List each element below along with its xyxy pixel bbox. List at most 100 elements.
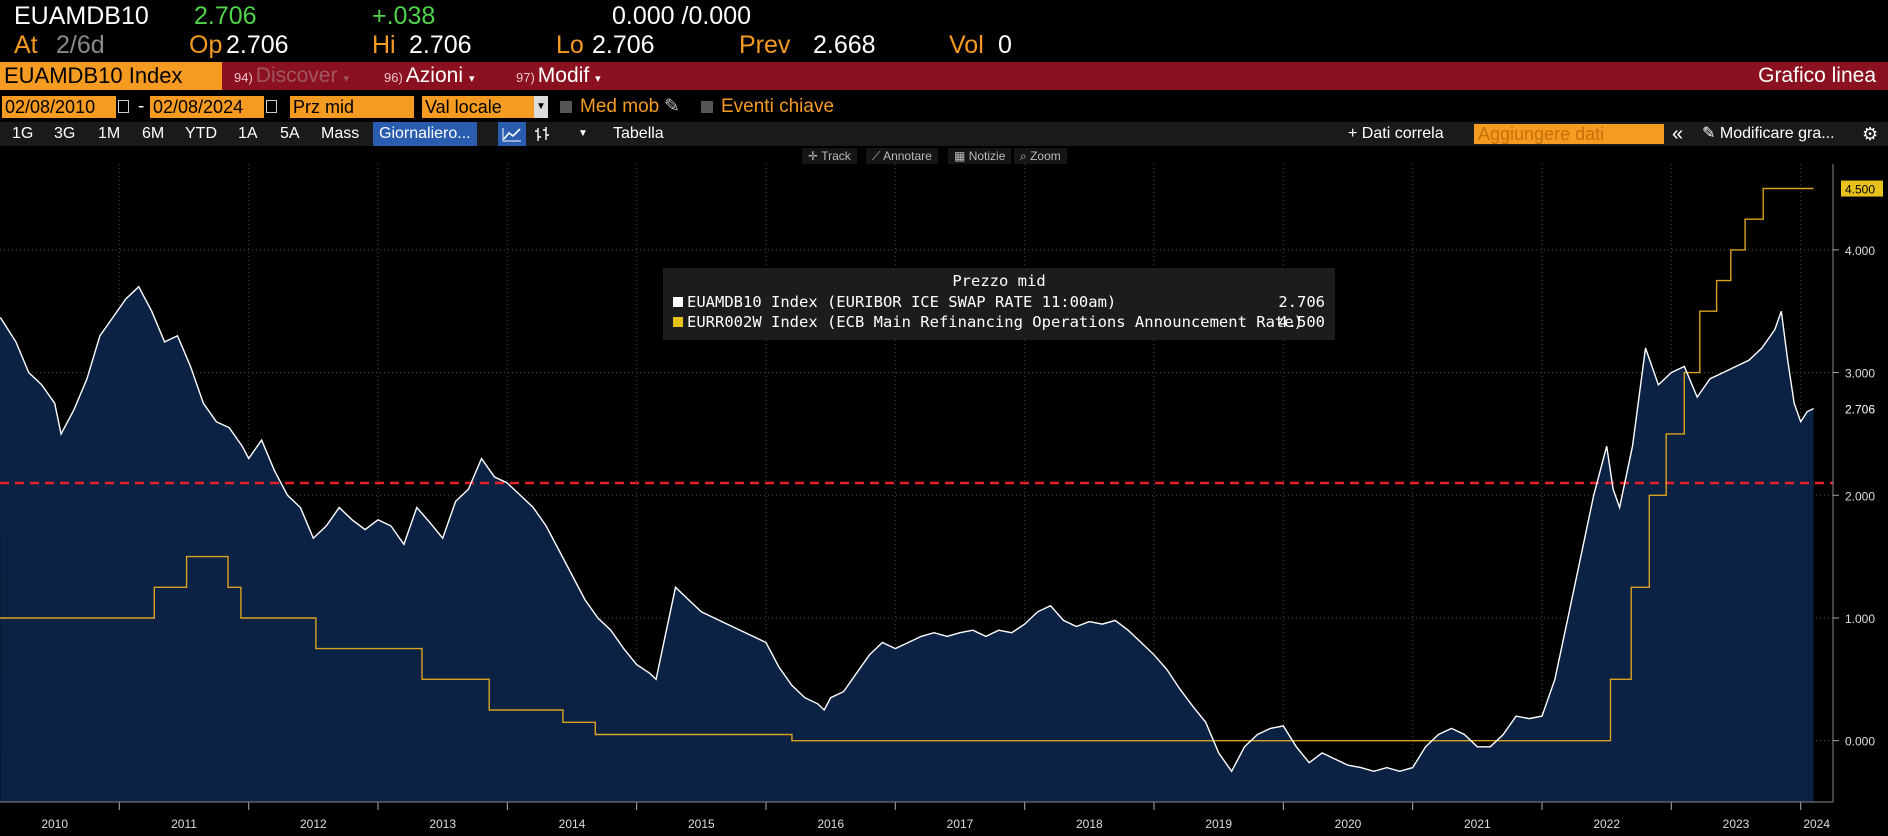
x-tick-label: 2017	[947, 817, 974, 831]
x-tick-label: 2018	[1076, 817, 1103, 831]
high-label: Hi	[372, 31, 396, 59]
swap-last-value-label: 2.706	[1845, 403, 1875, 417]
currency-select[interactable]: Val locale	[422, 96, 534, 118]
high-value: 2.706	[409, 31, 472, 59]
x-tick-label: 2011	[171, 817, 197, 831]
zoom-tool[interactable]: ⌕ Zoom	[1014, 148, 1067, 164]
chart-legend: Prezzo mid EUAMDB10 Index (EURIBOR ICE S…	[663, 268, 1335, 340]
x-tick-label: 2024	[1803, 817, 1830, 831]
chevron-down-icon: ▾	[595, 73, 601, 85]
track-tool[interactable]: ✛ Track	[802, 148, 857, 164]
open-label: Op	[189, 31, 223, 59]
chevron-down-icon[interactable]: ▼	[534, 96, 548, 118]
quote-header: EUAMDB10 2.706 +.038 0.000 /0.000 At 2/6…	[0, 0, 1888, 62]
period-1m[interactable]: 1M	[98, 125, 121, 142]
news-tool[interactable]: ▦ Notizie	[948, 148, 1012, 164]
frequency-select[interactable]: Giornaliero...	[373, 122, 477, 146]
period-ytd[interactable]: YTD	[185, 125, 217, 142]
x-tick-label: 2020	[1335, 817, 1362, 831]
security-field[interactable]: EUAMDB10 Index	[0, 62, 222, 90]
volume-label: Vol	[949, 31, 984, 59]
edit-menu-label: Modif	[537, 64, 590, 87]
magnifier-icon: ⌕	[1020, 149, 1027, 163]
legend-item-value: 2.706	[1278, 293, 1325, 311]
moving-average-checkbox[interactable]	[560, 101, 572, 113]
legend-title: Prezzo mid	[952, 272, 1046, 290]
x-tick-label: 2010	[41, 817, 68, 831]
legend-item: EURR002W Index (ECB Main Refinancing Ope…	[663, 312, 1335, 332]
moving-average-label: Med mob	[580, 96, 660, 117]
legend-item-name: EUAMDB10 Index (EURIBOR ICE SWAP RATE 11…	[687, 293, 1117, 311]
bid-ask: 0.000 /0.000	[612, 2, 752, 30]
at-value: 2/6d	[56, 31, 105, 59]
date-separator: -	[138, 96, 145, 117]
ecb-last-value-label: 4.500	[1845, 183, 1875, 197]
news-label: Notizie	[968, 149, 1006, 163]
x-tick-label: 2016	[817, 817, 844, 831]
y-tick-label: 1.000	[1845, 612, 1875, 626]
x-tick-label: 2021	[1464, 817, 1491, 831]
period-1g[interactable]: 1G	[12, 125, 34, 142]
price-field-select[interactable]: Prz mid	[290, 96, 414, 118]
chevron-down-icon[interactable]: ▼	[578, 128, 588, 139]
legend-swatch-white	[673, 297, 683, 307]
discover-menu[interactable]: 94) Discover ▾	[234, 62, 349, 90]
price-chart[interactable]: 0.000 1.000 2.000 3.000 4.000 2010 2011 2012 201…	[0, 164, 1888, 836]
at-label: At	[14, 31, 38, 59]
key-events-checkbox[interactable]	[701, 101, 713, 113]
collapse-icon[interactable]: «	[1672, 123, 1684, 145]
period-6m[interactable]: 6M	[142, 125, 165, 142]
pencil-icon[interactable]: ✎	[664, 96, 680, 117]
x-tick-label: 2015	[688, 817, 715, 831]
low-label: Lo	[556, 31, 584, 59]
news-icon: ▦	[954, 149, 966, 163]
edit-menu[interactable]: 97) Modif ▾	[516, 62, 601, 90]
y-tick-label: 3.000	[1845, 367, 1875, 381]
modify-chart-button[interactable]: ✎ Modificare gra...	[1702, 122, 1835, 146]
swap-last-value-box	[1841, 400, 1883, 417]
calendar-icon[interactable]	[118, 100, 129, 113]
table-button[interactable]: Tabella	[613, 125, 664, 142]
edit-menu-number: 97)	[516, 70, 535, 85]
start-date-field[interactable]: 02/08/2010	[2, 96, 116, 118]
actions-menu[interactable]: 96) Azioni ▾	[384, 62, 475, 90]
y-tick-label: 4.000	[1845, 244, 1875, 258]
end-date-field[interactable]: 02/08/2024	[150, 96, 264, 118]
low-value: 2.706	[592, 31, 655, 59]
bar-chart-glyph	[535, 127, 549, 141]
period-max[interactable]: Mass	[321, 125, 360, 142]
chevron-down-icon: ▾	[343, 73, 350, 85]
discover-menu-number: 94)	[234, 70, 253, 85]
legend-item-value: 4.500	[1278, 313, 1325, 331]
calendar-icon[interactable]	[266, 100, 277, 113]
x-tick-label: 2019	[1205, 817, 1232, 831]
swap-rate-line	[0, 285, 1814, 773]
y-tick-label: 2.000	[1845, 489, 1875, 503]
line-chart-icon[interactable]	[498, 122, 526, 146]
open-value: 2.706	[226, 31, 289, 59]
period-3g[interactable]: 3G	[54, 125, 76, 142]
add-data-input[interactable]: Aggiungere dati	[1474, 124, 1664, 144]
actions-menu-label: Azioni	[405, 64, 463, 87]
x-tick-label: 2022	[1593, 817, 1620, 831]
pencil-icon: ✎	[1702, 125, 1716, 142]
y-tick-label: 0.000	[1845, 735, 1875, 749]
legend-item: EUAMDB10 Index (EURIBOR ICE SWAP RATE 11…	[663, 292, 1335, 312]
gear-icon[interactable]: ⚙	[1862, 124, 1879, 144]
chart-type-title: Grafico linea	[1758, 64, 1876, 87]
chevron-down-icon: ▾	[469, 73, 475, 85]
volume-value: 0	[998, 31, 1012, 59]
bar-chart-icon[interactable]	[532, 122, 552, 146]
draw-icon: ⟋	[872, 149, 881, 163]
ecb-rate-line	[0, 187, 1814, 742]
x-tick-label: 2023	[1723, 817, 1750, 831]
period-1a[interactable]: 1A	[238, 125, 258, 142]
net-change: +.038	[372, 2, 436, 30]
x-tick-label: 2013	[429, 817, 456, 831]
annotate-tool[interactable]: ⟋ Annotare	[866, 148, 938, 164]
modify-chart-label: Modificare gra...	[1719, 125, 1835, 142]
chart-axes: 0.000 1.000 2.000 3.000 4.000 2010 2011 2012 201…	[0, 164, 1883, 831]
correlation-button[interactable]: + Dati correla	[1348, 125, 1444, 142]
period-5a[interactable]: 5A	[280, 125, 300, 142]
ticker-label: EUAMDB10	[14, 2, 149, 30]
